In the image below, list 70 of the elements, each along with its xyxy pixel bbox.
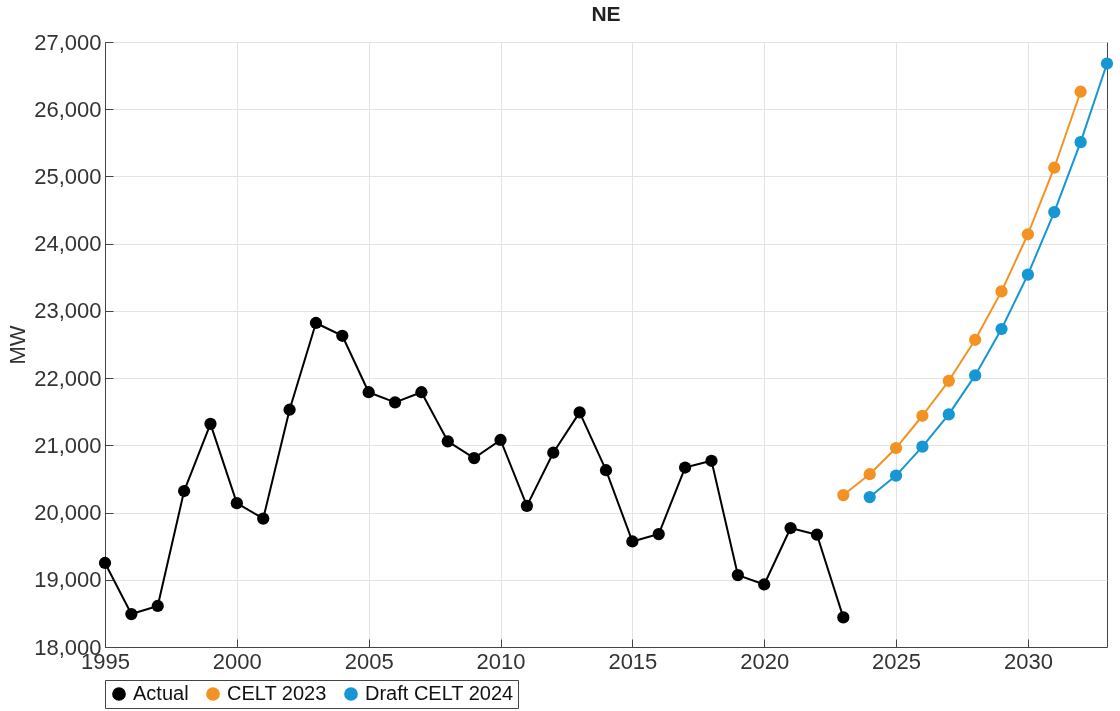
- point: [98, 556, 112, 570]
- point: [468, 451, 481, 465]
- point: [388, 396, 402, 409]
- point: [336, 329, 349, 342]
- point: [1021, 268, 1035, 281]
- point: [784, 521, 797, 535]
- point: [995, 322, 1008, 336]
- point: [177, 484, 191, 498]
- x-tick-label: 2015: [608, 648, 658, 674]
- point: [652, 527, 665, 541]
- point: [257, 512, 270, 525]
- point: [125, 607, 138, 621]
- point: [942, 408, 955, 421]
- point: [1074, 136, 1087, 149]
- y-tick-label: 25,000: [34, 163, 102, 189]
- point: [863, 490, 876, 504]
- legend-label: Draft CELT 2024: [365, 682, 514, 704]
- point: [1021, 228, 1035, 241]
- point: [837, 611, 850, 624]
- x-tick-label: 2030: [1003, 648, 1053, 674]
- y-tick-label: 27,000: [34, 29, 102, 55]
- x-tick-label: 2005: [344, 648, 394, 674]
- point: [678, 461, 692, 474]
- point: [573, 406, 586, 419]
- point: [995, 285, 1008, 298]
- point: [916, 409, 929, 422]
- point: [520, 499, 534, 512]
- point: [810, 528, 824, 541]
- point: [731, 568, 744, 582]
- point: [626, 535, 639, 548]
- x-tick-label: 2000: [212, 648, 262, 674]
- x-tick-label: 2020: [740, 648, 790, 674]
- point: [705, 454, 718, 467]
- y-axis-title: MW: [5, 325, 31, 365]
- legend-label: Actual: [133, 682, 189, 704]
- point: [969, 333, 982, 346]
- point: [969, 369, 982, 382]
- x-tick-label: 2025: [872, 648, 922, 674]
- point: [1048, 161, 1061, 174]
- point: [309, 316, 323, 330]
- point: [889, 469, 903, 482]
- y-tick-label: 21,000: [34, 432, 102, 458]
- point: [151, 599, 164, 613]
- chart-title: NE: [591, 2, 621, 25]
- point: [204, 417, 217, 430]
- legend-label: CELT 2023: [227, 682, 327, 704]
- y-tick-label: 19,000: [34, 567, 102, 593]
- point: [547, 446, 560, 459]
- point: [1074, 85, 1087, 98]
- point: [494, 433, 507, 447]
- point: [283, 403, 296, 416]
- point: [863, 468, 876, 481]
- point: [1100, 57, 1114, 70]
- y-tick-label: 20,000: [34, 500, 102, 526]
- point: [415, 386, 428, 399]
- point: [362, 386, 375, 399]
- point: [837, 488, 850, 502]
- y-tick-label: 22,000: [34, 365, 102, 391]
- point: [1048, 205, 1061, 219]
- point: [889, 441, 903, 455]
- point: [758, 578, 771, 591]
- point: [916, 440, 929, 453]
- point: [599, 464, 613, 477]
- point: [441, 435, 454, 448]
- y-tick-label: 24,000: [34, 231, 102, 257]
- point: [230, 497, 243, 510]
- y-tick-label: 26,000: [34, 96, 102, 122]
- x-tick-label: 2010: [476, 648, 526, 674]
- point: [942, 374, 955, 387]
- y-tick-label: 23,000: [34, 298, 102, 324]
